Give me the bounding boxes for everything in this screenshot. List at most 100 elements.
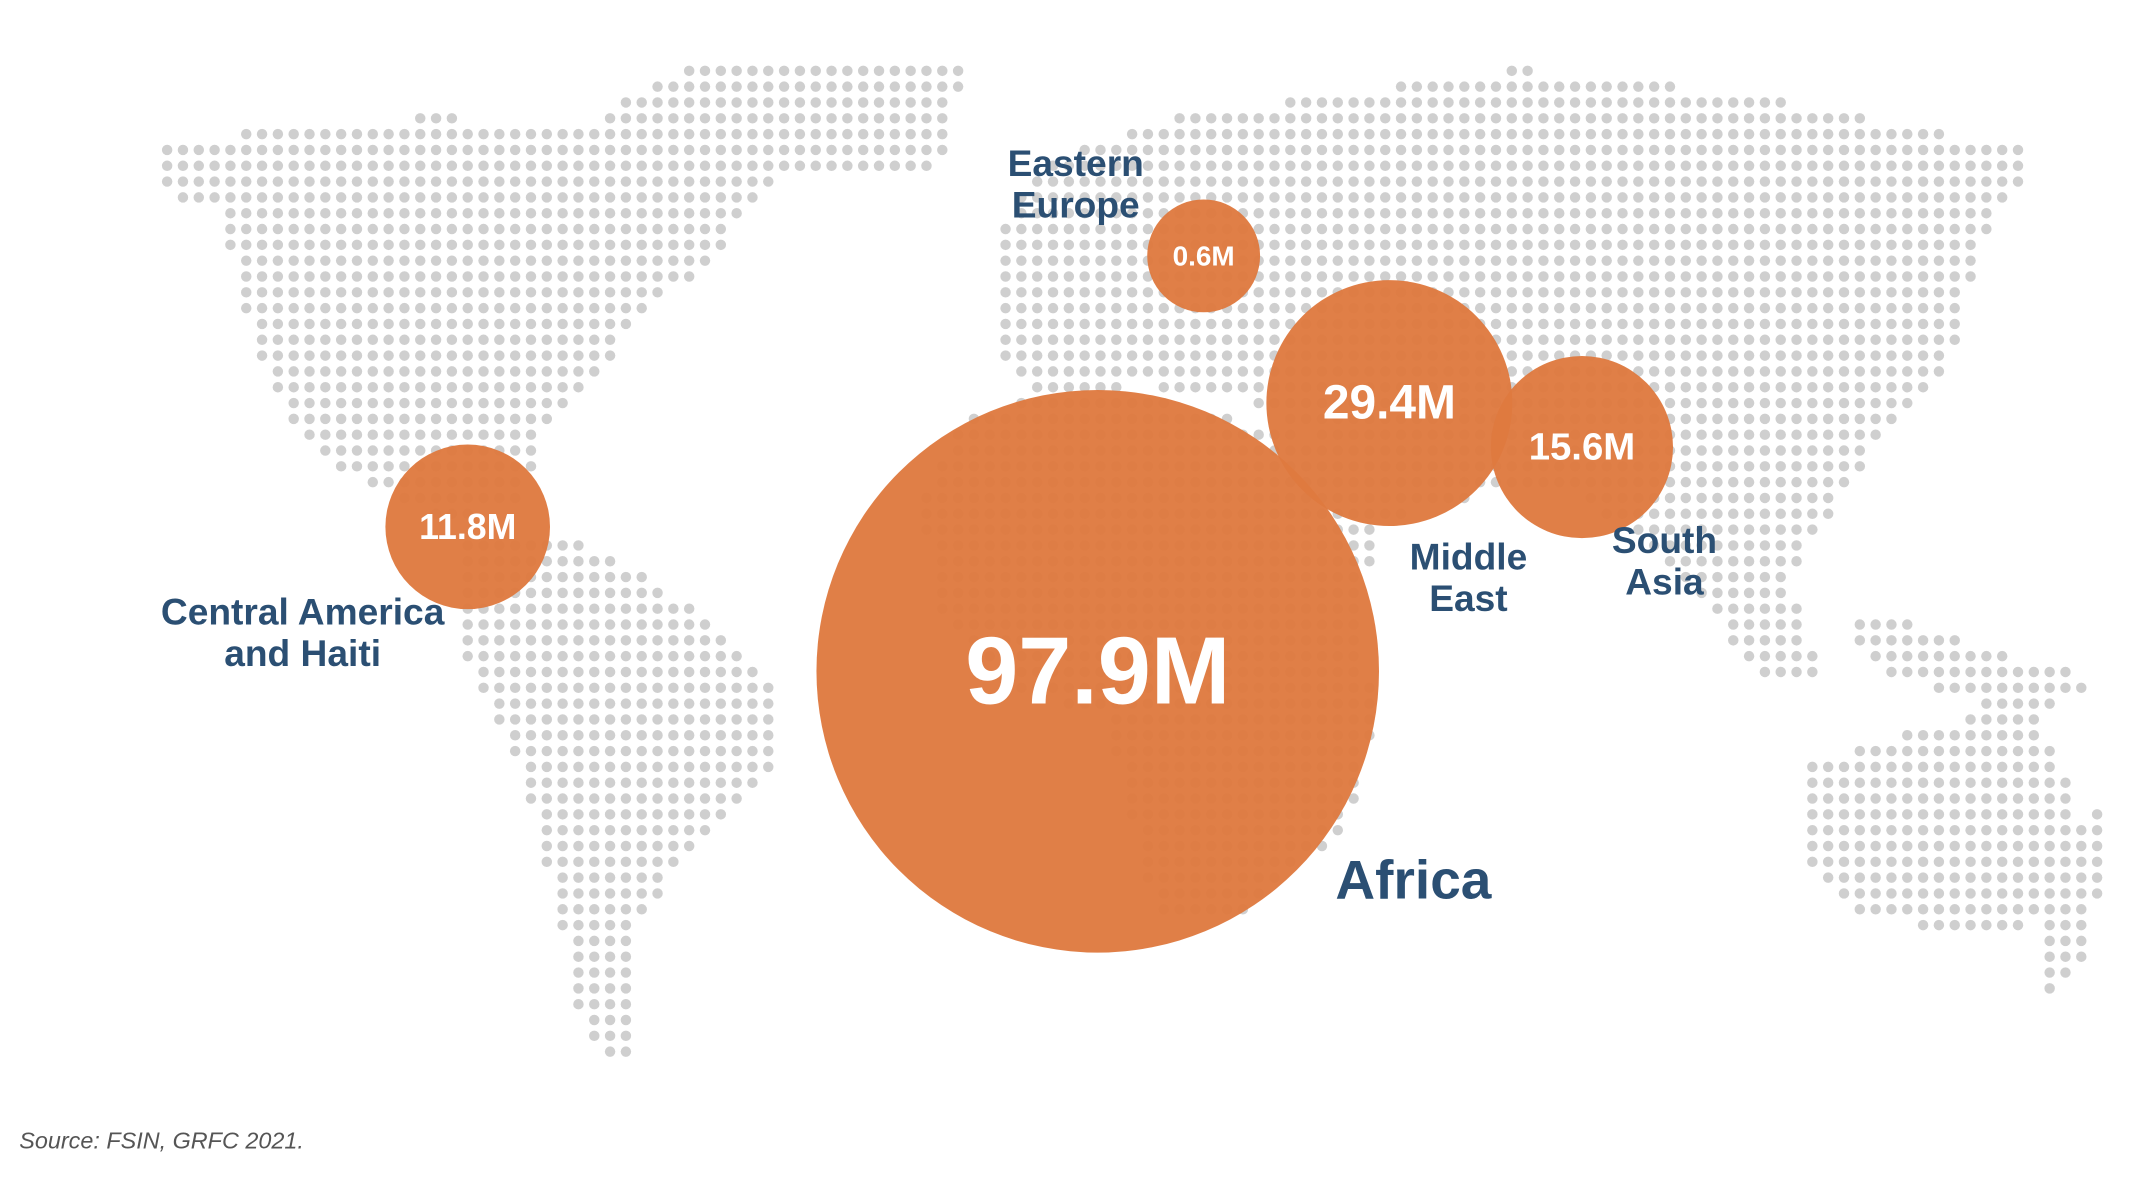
map-dot xyxy=(1822,445,1834,456)
map-dot xyxy=(415,223,426,235)
map-dot xyxy=(1316,160,1328,171)
map-dot xyxy=(604,239,616,251)
map-dot xyxy=(1601,255,1612,266)
map-dot xyxy=(1807,334,1818,346)
map-dot xyxy=(1569,113,1581,124)
map-dot xyxy=(842,113,853,124)
map-dot xyxy=(525,271,537,282)
map-dot xyxy=(1680,350,1692,361)
map-dot xyxy=(1838,287,1850,298)
map-dot xyxy=(1933,318,1945,330)
map-dot xyxy=(1981,777,1992,788)
map-dot xyxy=(1664,207,1676,219)
map-dot xyxy=(620,793,632,804)
map-dot xyxy=(1886,207,1897,219)
map-dot xyxy=(1585,97,1597,108)
map-dot xyxy=(1838,856,1850,868)
map-dot xyxy=(367,144,379,156)
map-dot xyxy=(1917,350,1929,361)
map-dot xyxy=(589,650,600,662)
map-dot xyxy=(668,840,679,852)
map-dot xyxy=(1474,113,1486,124)
map-dot xyxy=(1807,508,1818,520)
map-dot xyxy=(1743,524,1755,535)
map-dot xyxy=(1775,461,1786,472)
map-dot xyxy=(620,113,632,124)
map-dot xyxy=(351,287,363,298)
map-dot xyxy=(557,603,568,614)
map-dot xyxy=(1902,207,1913,219)
map-dot xyxy=(1554,128,1565,140)
map-dot xyxy=(620,318,632,330)
map-dot xyxy=(335,397,347,409)
map-dot xyxy=(1380,128,1391,140)
map-dot xyxy=(604,556,616,567)
map-dot xyxy=(1838,888,1850,899)
map-dot xyxy=(1775,223,1786,235)
map-dot xyxy=(1633,524,1644,535)
map-dot xyxy=(1775,350,1786,361)
map-dot xyxy=(430,239,442,251)
map-dot xyxy=(320,160,331,171)
map-dot xyxy=(1807,777,1818,788)
map-dot xyxy=(509,176,521,187)
map-dot xyxy=(1870,318,1881,330)
map-dot xyxy=(1316,207,1328,219)
map-dot xyxy=(1300,128,1312,140)
map-dot xyxy=(636,777,647,788)
map-dot xyxy=(1791,650,1802,662)
map-dot xyxy=(383,461,394,472)
map-dot xyxy=(1965,872,1976,883)
map-dot xyxy=(620,904,632,915)
map-dot xyxy=(1807,207,1818,219)
map-dot xyxy=(541,207,553,219)
map-dot xyxy=(573,223,584,235)
map-dot xyxy=(415,445,426,456)
map-dot xyxy=(304,382,315,393)
map-dot xyxy=(446,128,458,140)
map-dot xyxy=(1791,334,1802,346)
map-dot xyxy=(1411,97,1423,108)
map-dot xyxy=(383,302,394,314)
map-dot xyxy=(1933,255,1945,266)
map-dot xyxy=(620,856,632,868)
map-dot xyxy=(652,619,663,630)
map-dot xyxy=(1348,540,1359,551)
map-dot xyxy=(1949,334,1960,346)
map-dot xyxy=(1933,919,1945,931)
map-dot xyxy=(383,445,394,456)
map-dot xyxy=(573,872,584,883)
map-dot xyxy=(288,144,299,156)
map-dot xyxy=(952,65,964,77)
map-dot xyxy=(304,223,315,235)
map-dot xyxy=(478,350,489,361)
map-dot xyxy=(1601,302,1612,314)
map-dot xyxy=(1965,682,1976,694)
map-dot xyxy=(1743,492,1755,504)
map-dot xyxy=(1870,287,1881,298)
map-dot xyxy=(1332,192,1343,203)
map-dot xyxy=(430,192,442,203)
map-dot xyxy=(1949,318,1960,330)
map-dot xyxy=(636,761,647,773)
map-dot xyxy=(430,429,442,440)
map-dot xyxy=(905,97,916,108)
map-dot xyxy=(1822,840,1834,852)
map-dot xyxy=(1031,176,1043,187)
map-dot xyxy=(478,176,489,187)
map-dot xyxy=(1886,176,1897,187)
map-dot xyxy=(1285,207,1296,219)
map-dot xyxy=(1680,271,1692,282)
map-dot xyxy=(1822,192,1834,203)
map-dot xyxy=(636,635,647,646)
map-dot xyxy=(557,714,568,725)
map-dot xyxy=(1728,271,1739,282)
map-dot xyxy=(636,239,647,251)
map-dot xyxy=(1775,397,1786,409)
map-dot xyxy=(1000,255,1011,266)
map-dot xyxy=(2044,682,2055,694)
map-dot xyxy=(1854,777,1866,788)
map-dot xyxy=(1174,366,1185,377)
map-dot xyxy=(1949,223,1960,235)
